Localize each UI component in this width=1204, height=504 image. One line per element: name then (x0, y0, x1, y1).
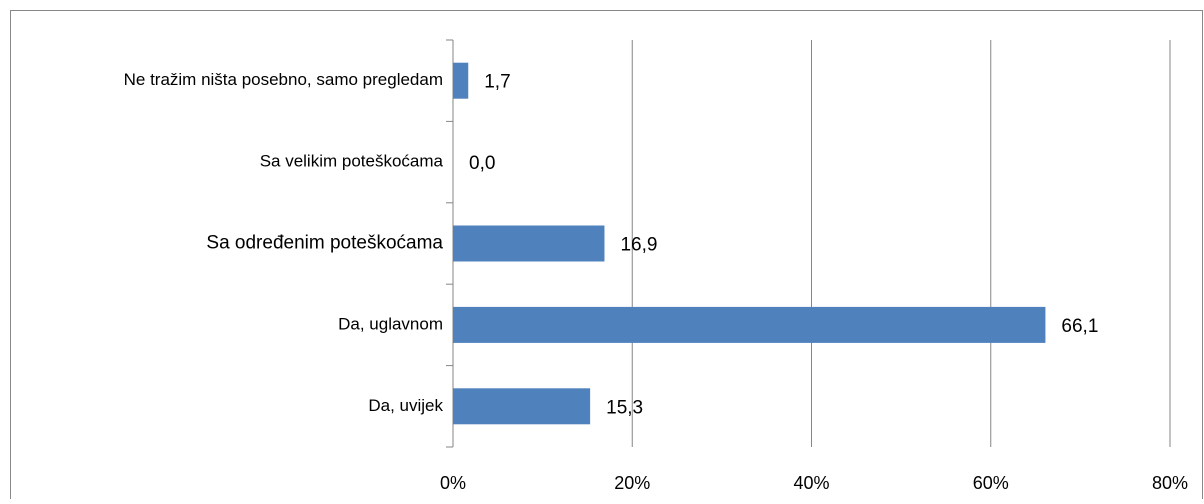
value-label: 1,7 (484, 72, 510, 93)
y-tick-label: Da, uvijek (368, 396, 443, 415)
y-tick-label: Da, uglavnom (338, 314, 443, 333)
x-tick-label: 0% (440, 473, 466, 493)
chart-frame (10, 10, 1203, 504)
bar (453, 225, 605, 262)
x-tick-label: 20% (614, 473, 650, 493)
y-tick-label: Sa velikim poteškoćama (260, 152, 444, 171)
value-label: 15,3 (606, 397, 643, 418)
y-tick-label: Sa određenim poteškoćama (206, 233, 443, 254)
bar (453, 306, 1046, 343)
value-label: 0,0 (469, 153, 495, 174)
value-label: 66,1 (1061, 316, 1098, 337)
x-tick-label: 40% (793, 473, 829, 493)
y-tick-label: Ne tražim ništa posebno, samo pregledam (124, 70, 443, 89)
value-label: 16,9 (620, 235, 657, 256)
bar (453, 388, 591, 425)
bar (453, 62, 469, 99)
x-tick-label: 80% (1152, 473, 1188, 493)
x-tick-label: 60% (973, 473, 1009, 493)
